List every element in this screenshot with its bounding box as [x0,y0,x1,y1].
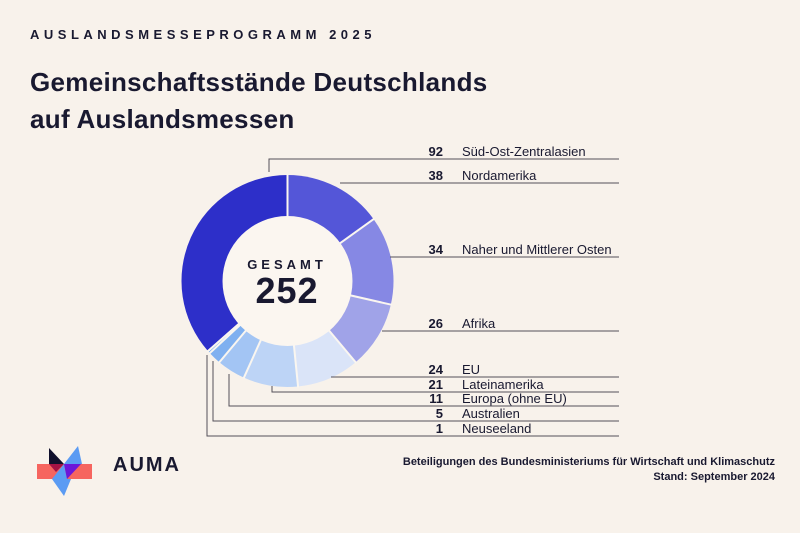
page-title: Gemeinschaftsstände Deutschlands auf Ausl… [30,64,488,138]
auma-logo-text: AUMA [113,454,181,476]
auma-logo-mark [37,446,92,496]
logo-navy-triangle [49,448,64,464]
page-title-line2: auf Auslandsmessen [30,104,295,134]
leader-lines [206,158,619,437]
leader-line [268,158,619,172]
donut-hole [222,216,353,346]
logo-blue-bottom-triangle [52,479,71,496]
logo-blue-mid-triangle [52,464,67,479]
gesamt-label: GESAMT [247,257,327,272]
logo-purple-triangle [64,464,81,479]
source-note-line1: Beteiligungen des Bundesministeriums für… [402,456,775,468]
page-title-line1: Gemeinschaftsstände Deutschlands [30,67,488,97]
leader-line [212,361,619,422]
logo-blue-top-triangle [64,446,82,464]
leader-line [206,355,619,437]
donut-inner-circle [222,216,353,346]
donut-center-label: GESAMT 252 [207,258,367,310]
leader-line [228,374,619,407]
auma-logo: AUMA [35,443,255,503]
eyebrow-label: AUSLANDSMESSEPROGRAMM 2025 [30,27,376,42]
leader-line [271,386,619,393]
total-value: 252 [255,270,319,311]
logo-crimson-triangle [49,464,64,472]
source-note-line2: Stand: September 2024 [653,471,775,483]
source-note: Beteiligungen des Bundesministeriums für… [403,455,775,485]
